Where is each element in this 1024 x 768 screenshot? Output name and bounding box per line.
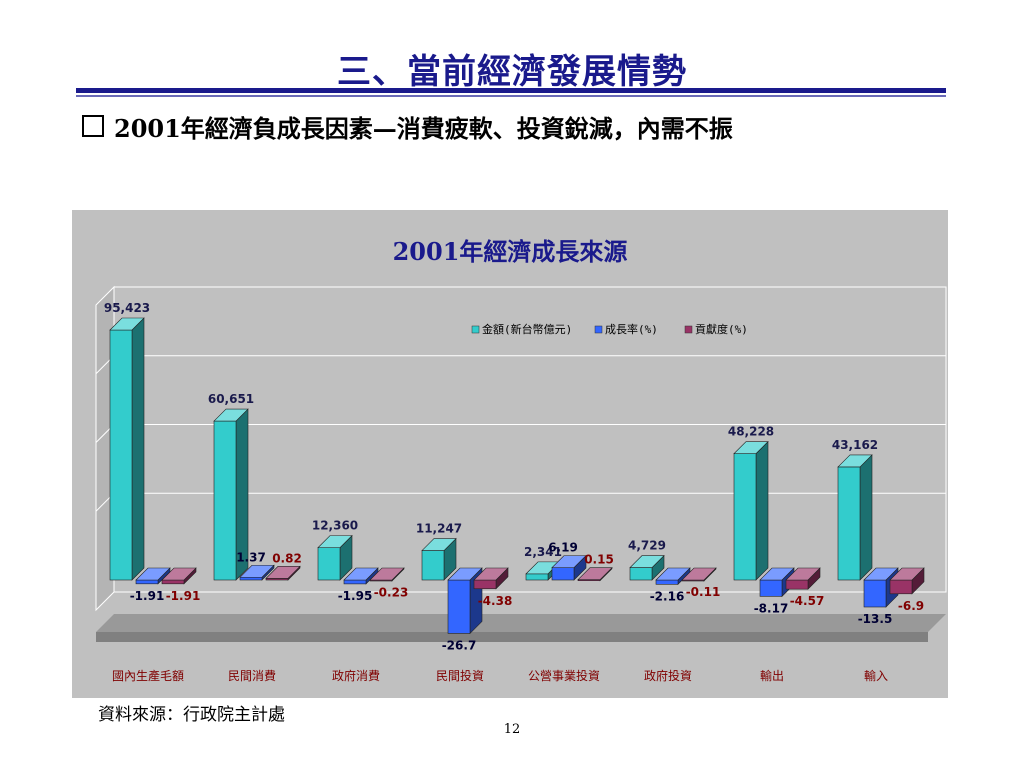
category-label-1: 民間消費	[228, 668, 276, 683]
label-rate-7: -13.5	[858, 612, 893, 626]
source-note: 資料來源：行政院主計處	[98, 705, 285, 725]
headline-sub: 消費疲軟、投資銳減，內需不振	[396, 113, 733, 143]
label-contrib-5: -0.11	[686, 585, 721, 599]
bar-amount-5	[629, 554, 665, 581]
label-rate-1: 1.37	[236, 550, 266, 564]
category-label-5: 政府投資	[644, 668, 692, 683]
legend-label-2: 貢獻度(%)	[695, 322, 748, 336]
label-contrib-2: -0.23	[374, 585, 409, 599]
chart-side-wall	[95, 285, 115, 612]
bar-contrib-4	[577, 566, 613, 582]
category-label-2: 政府消費	[332, 668, 380, 683]
category-label-0: 國內生產毛額	[112, 668, 184, 683]
bar-amount-7	[837, 454, 873, 581]
headline-row: 2001年經濟負成長因素— 消費疲軟、投資銳減，內需不振	[82, 108, 733, 144]
page-number: 12	[503, 722, 521, 737]
chart-svg: 2001年經濟成長來源 95,423 -1.91 -1.91 國內生產毛額 60,651 1…	[95, 237, 947, 683]
bar-amount-1	[213, 408, 249, 581]
label-amount-1: 60,651	[208, 392, 254, 406]
category-label-7: 輸入	[864, 668, 888, 683]
title-rule-thick	[76, 88, 946, 93]
label-amount-2: 12,360	[312, 519, 358, 533]
bar-amount-6	[733, 440, 769, 581]
bar-rate-0	[135, 567, 171, 585]
bar-contrib-7	[889, 567, 925, 595]
bar-contrib-1	[265, 565, 301, 581]
legend-label-1: 成長率(%)	[605, 322, 658, 336]
label-amount-5: 4,729	[628, 539, 666, 553]
category-label-3: 民間投資	[436, 668, 484, 683]
label-amount-3: 11,247	[416, 522, 462, 536]
label-contrib-3: -4.38	[478, 594, 513, 608]
label-contrib-7: -6.9	[898, 599, 924, 613]
bar-contrib-6	[785, 567, 821, 590]
label-amount-7: 43,162	[832, 438, 878, 452]
label-rate-0: -1.91	[130, 589, 165, 603]
chart-title: 2001年經濟成長來源	[393, 237, 628, 266]
legend-swatch-2	[684, 325, 693, 334]
bar-amount-0	[109, 317, 145, 581]
bar-contrib-2	[369, 567, 405, 582]
label-contrib-4: 0.15	[584, 553, 614, 567]
bar-amount-3	[421, 537, 457, 581]
category-label-6: 輸出	[760, 668, 784, 683]
label-contrib-1: 0.82	[272, 551, 302, 565]
bar-contrib-5	[681, 567, 717, 582]
label-amount-0: 95,423	[104, 301, 150, 315]
bar-contrib-3	[473, 567, 509, 590]
chart-floor	[96, 614, 946, 632]
label-rate-4: 6.19	[548, 541, 578, 555]
chart-floor-front	[96, 632, 928, 642]
label-amount-4: 2,341	[524, 545, 562, 559]
bar-rate-5	[655, 567, 691, 586]
bar-contrib-0	[161, 567, 197, 585]
legend-label-0: 金額(新台幣億元)	[482, 322, 572, 336]
chart-area: 2001年經濟成長來源 95,423 -1.91 -1.91 國內生產毛額 60,651 1…	[72, 210, 948, 698]
label-rate-6: -8.17	[754, 601, 789, 615]
legend-swatch-1	[594, 325, 603, 334]
bar-amount-2	[317, 534, 353, 581]
label-rate-3: -26.7	[442, 638, 477, 652]
title-rule-thin	[76, 95, 946, 97]
category-label-4: 公營事業投資	[528, 668, 600, 683]
label-rate-5: -2.16	[650, 589, 685, 603]
headline-main: 2001年經濟負成長因素—	[114, 113, 397, 143]
checkbox-bullet-icon	[82, 115, 104, 137]
legend-swatch-0	[471, 325, 480, 334]
bar-rate-4	[551, 554, 587, 581]
label-amount-6: 48,228	[728, 425, 774, 439]
slide-title: 三、當前經濟發展情勢	[337, 52, 687, 92]
label-contrib-0: -1.91	[166, 589, 201, 603]
bar-rate-1	[239, 564, 275, 581]
label-contrib-6: -4.57	[790, 594, 825, 608]
label-rate-2: -1.95	[338, 589, 373, 603]
